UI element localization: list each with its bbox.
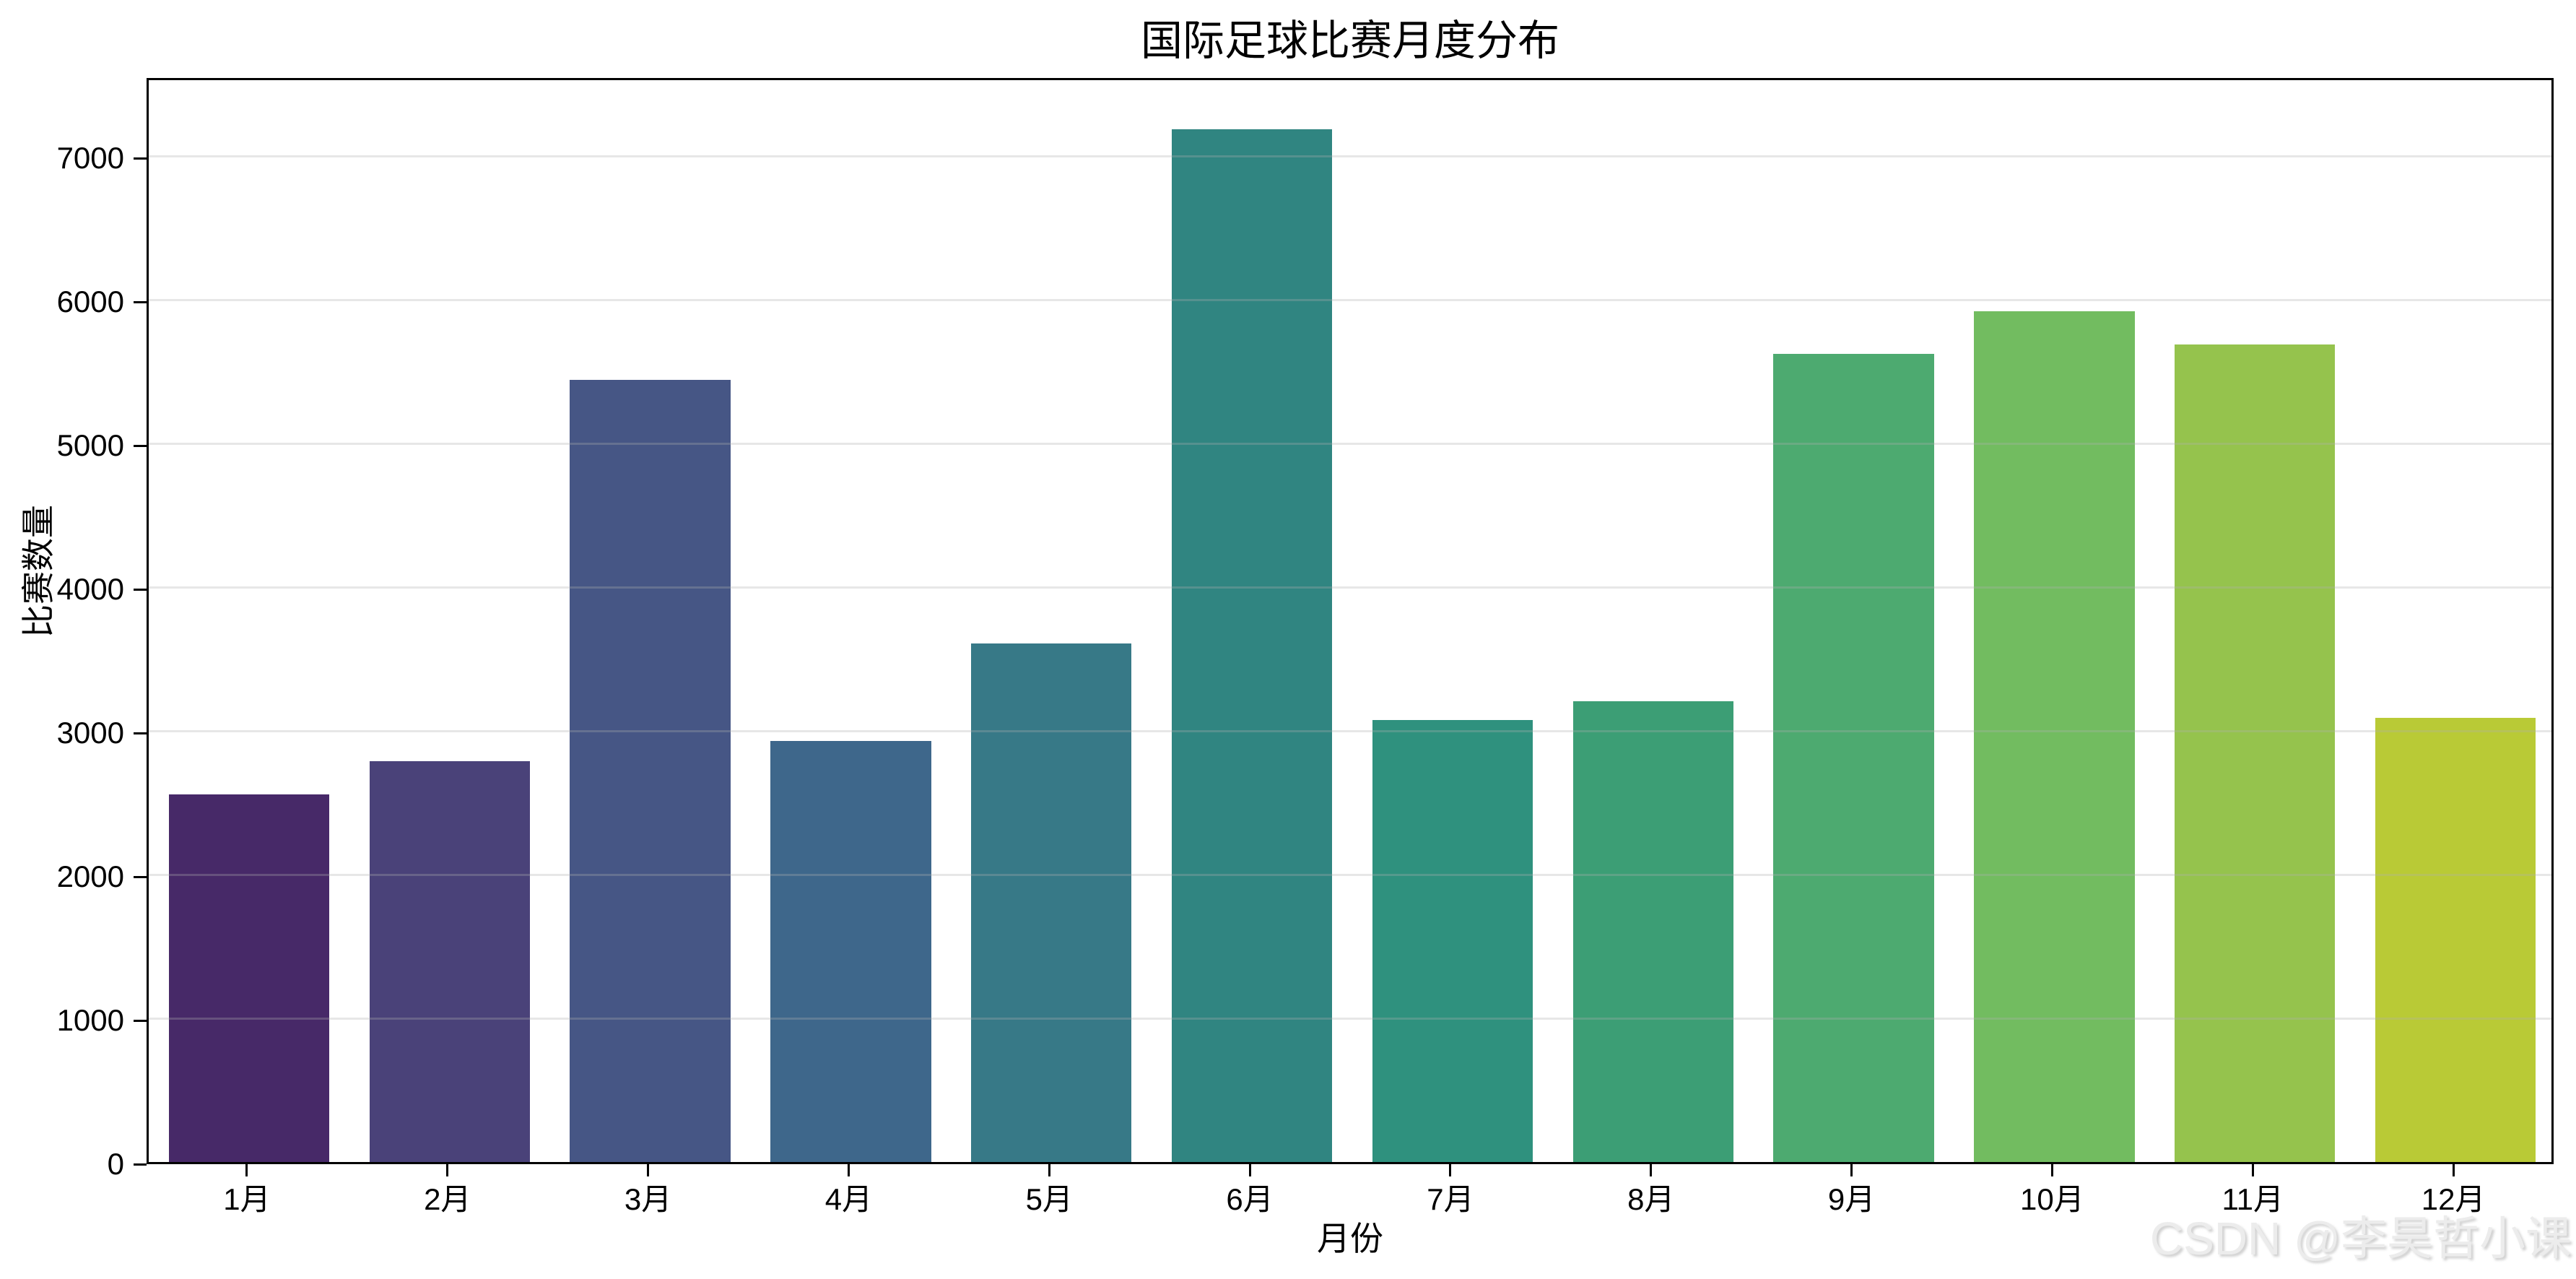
x-tick-mark xyxy=(2251,1164,2254,1176)
y-tick-mark xyxy=(134,444,147,447)
gridline-2000 xyxy=(149,873,2551,876)
y-tick-label: 1000 xyxy=(56,1003,124,1038)
x-tick-label: 4月 xyxy=(824,1182,873,1216)
y-tick-mark xyxy=(134,1163,147,1166)
plot-area xyxy=(147,78,2554,1164)
bar-5月 xyxy=(971,643,1132,1162)
x-tick-label: 12月 xyxy=(2421,1182,2486,1216)
y-tick-mark xyxy=(134,1019,147,1022)
gridline-3000 xyxy=(149,729,2551,732)
bar-7月 xyxy=(1372,720,1533,1162)
bar-8月 xyxy=(1572,701,1733,1162)
x-tick-mark xyxy=(245,1164,248,1176)
x-tick-label: 8月 xyxy=(1627,1182,1675,1216)
x-tick-label: 11月 xyxy=(2222,1182,2284,1216)
x-tick-label: 5月 xyxy=(1025,1182,1073,1216)
x-tick-label: 10月 xyxy=(2020,1182,2084,1216)
bar-4月 xyxy=(770,741,931,1162)
chart-title: 国际足球比赛月度分布 xyxy=(1140,17,1559,64)
bar-6月 xyxy=(1171,129,1333,1162)
x-tick-label: 7月 xyxy=(1427,1182,1474,1216)
gridline-1000 xyxy=(149,1017,2551,1020)
x-tick-label: 9月 xyxy=(1827,1182,1876,1216)
bar-12月 xyxy=(2375,718,2536,1162)
x-tick-mark xyxy=(1449,1164,1452,1176)
x-tick-label: 6月 xyxy=(1226,1182,1274,1216)
grid-layer xyxy=(149,80,2551,1162)
x-tick-mark xyxy=(1850,1164,1853,1176)
bar-10月 xyxy=(1974,311,2135,1162)
y-tick-mark xyxy=(134,300,147,303)
y-tick-label: 4000 xyxy=(56,572,124,607)
x-axis-label: 月份 xyxy=(1317,1220,1383,1257)
x-tick-mark xyxy=(2050,1164,2053,1176)
y-tick-mark xyxy=(134,875,147,878)
bars-layer xyxy=(149,80,2551,1162)
y-tick-label: 7000 xyxy=(56,141,124,175)
gridline-5000 xyxy=(149,442,2551,445)
x-tick-mark xyxy=(1248,1164,1251,1176)
watermark: CSDN @李昊哲小课 xyxy=(2149,1213,2572,1265)
x-tick-mark xyxy=(847,1164,850,1176)
y-tick-mark xyxy=(134,157,147,160)
y-tick-mark xyxy=(134,732,147,734)
bar-9月 xyxy=(1773,353,1934,1162)
y-tick-label: 6000 xyxy=(56,285,124,319)
gridline-4000 xyxy=(149,586,2551,589)
bar-1月 xyxy=(168,794,330,1162)
x-tick-label: 2月 xyxy=(424,1182,471,1216)
y-tick-label: 0 xyxy=(107,1147,124,1181)
gridline-6000 xyxy=(149,298,2551,301)
x-tick-mark xyxy=(1650,1164,1653,1176)
y-axis-label: 比赛数量 xyxy=(19,505,57,638)
x-tick-mark xyxy=(1048,1164,1050,1176)
x-tick-label: 1月 xyxy=(223,1182,271,1216)
y-tick-label: 5000 xyxy=(56,428,124,463)
x-tick-mark xyxy=(446,1164,449,1176)
x-tick-label: 3月 xyxy=(624,1182,672,1216)
y-tick-mark xyxy=(134,588,147,591)
gridline-7000 xyxy=(149,155,2551,157)
x-tick-mark xyxy=(647,1164,650,1176)
x-tick-mark xyxy=(2452,1164,2455,1176)
bar-2月 xyxy=(369,760,530,1162)
y-tick-label: 2000 xyxy=(56,859,124,894)
bar-11月 xyxy=(2175,344,2336,1162)
y-tick-label: 3000 xyxy=(56,716,124,750)
bar-3月 xyxy=(570,379,731,1162)
